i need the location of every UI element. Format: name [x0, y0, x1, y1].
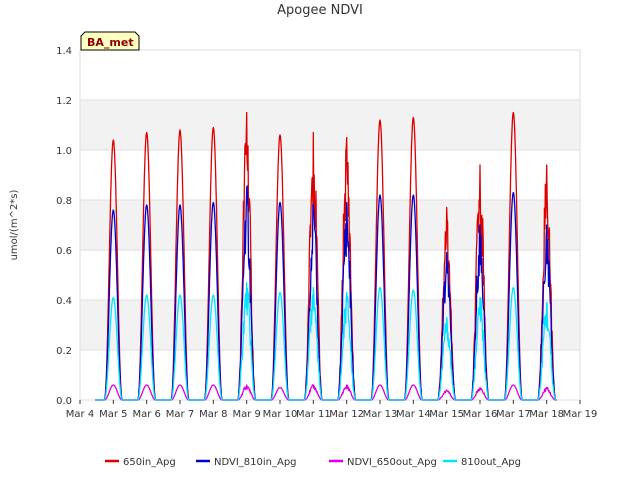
y-tick-label: 0.2: [56, 346, 72, 357]
x-tick-label: Mar 8: [199, 409, 227, 420]
legend-label: 810out_Apg: [461, 457, 521, 468]
x-tick-label: Mar 14: [396, 409, 431, 420]
grid-band: [80, 100, 580, 150]
x-tick-label: Mar 16: [463, 409, 498, 420]
x-tick-label: Mar 18: [529, 409, 564, 420]
legend-label: NDVI_650out_Apg: [347, 457, 437, 468]
series-line-810out_Apg: [95, 281, 557, 401]
x-tick-label: Mar 9: [232, 409, 260, 420]
station-badge: BA_met: [80, 31, 140, 51]
x-tick-label: Mar 13: [363, 409, 398, 420]
y-tick-label: 1.2: [56, 96, 72, 107]
x-axis-ticks: Mar 4 Mar 5 Mar 6 Mar 7 Mar 8 Mar 9 Mar 10Mar …: [66, 400, 598, 420]
legend-label: 650in_Apg: [123, 457, 176, 468]
x-tick-label: Mar 15: [429, 409, 464, 420]
legend: 650in_Apg NDVI_810in_Apg NDVI_650out_Apg 81…: [105, 457, 521, 468]
plot-background: [80, 50, 580, 400]
x-tick-label: Mar 5: [99, 409, 127, 420]
legend-label: NDVI_810in_Apg: [214, 457, 297, 468]
badge-label: BA_met: [87, 36, 134, 49]
x-tick-label: Mar 7: [166, 409, 194, 420]
y-tick-label: 0.0: [56, 396, 72, 407]
x-tick-label: Mar 17: [496, 409, 531, 420]
grid-band: [80, 300, 580, 350]
x-tick-label: Mar 6: [132, 409, 160, 420]
x-tick-label: Mar 11: [296, 409, 331, 420]
y-tick-label: 0.6: [56, 246, 72, 257]
y-axis-ticks: 0.0 0.2 0.4 0.6 0.8 1.0 1.2 1.4: [56, 46, 72, 407]
x-tick-label: Mar 10: [263, 409, 298, 420]
x-tick-label: Mar 4: [66, 409, 94, 420]
series-layer: [95, 111, 557, 401]
y-tick-label: 0.4: [56, 296, 72, 307]
grid-band: [80, 200, 580, 250]
y-tick-label: 1.0: [56, 146, 72, 157]
chart-title: Apogee NDVI: [277, 3, 363, 18]
y-tick-label: 1.4: [56, 46, 72, 57]
x-tick-label: Mar 12: [329, 409, 364, 420]
y-axis-label: umol/(m^2*s): [9, 189, 20, 260]
y-tick-label: 0.8: [56, 196, 72, 207]
x-tick-label: Mar 19: [563, 409, 598, 420]
badge-box: [80, 31, 140, 51]
